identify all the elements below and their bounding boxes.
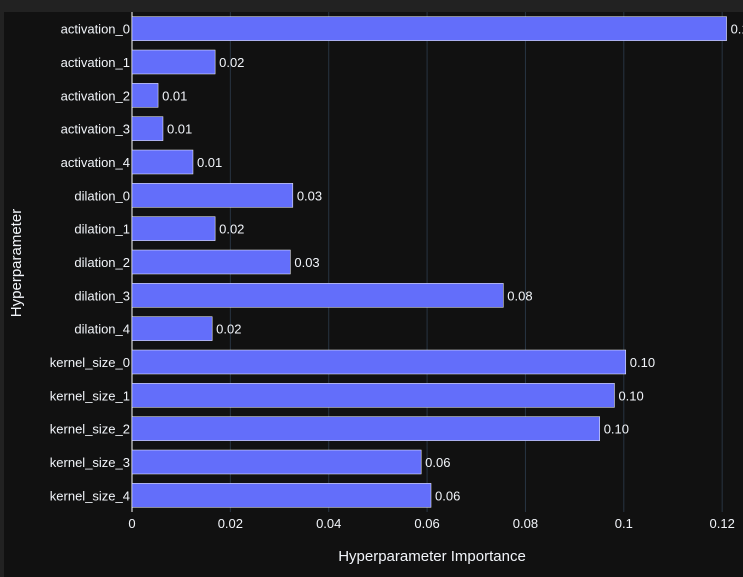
bar-value-label: 0.12 [731, 22, 743, 37]
bar-value-label: 0.10 [604, 422, 629, 437]
bar-value-label: 0.02 [216, 322, 241, 337]
bar-layer [131, 16, 727, 508]
bar-value-label: 0.08 [507, 288, 532, 303]
top-frame-strip [0, 0, 743, 12]
y-category-label: activation_3 [61, 122, 130, 137]
bar-value-label: 0.02 [219, 55, 244, 70]
y-category-label: kernel_size_1 [50, 388, 130, 403]
y-category-label: kernel_size_2 [50, 422, 130, 437]
bar-activation-0 [131, 16, 727, 41]
bar-value-label: 0.01 [197, 155, 222, 170]
y-category-label: activation_2 [61, 88, 130, 103]
y-category-label: dilation_2 [74, 255, 130, 270]
bar-kernel-size-1 [131, 383, 615, 408]
x-axis-title: Hyperparameter Importance [338, 548, 526, 565]
label-layer: 0 0.02 0.04 0.06 0.08 0.1 0.12 activation_0 0.12… [50, 22, 743, 531]
x-tick-label: 0.06 [414, 516, 439, 531]
bar-value-label: 0.06 [435, 488, 460, 503]
y-category-label: activation_0 [61, 22, 130, 37]
bar-value-label: 0.06 [425, 455, 450, 470]
bar-value-label: 0.01 [167, 122, 192, 137]
x-tick-label: 0.04 [316, 516, 341, 531]
bar-value-label: 0.02 [219, 222, 244, 237]
bar-kernel-size-3 [131, 449, 422, 475]
bar-activation-4 [131, 149, 194, 175]
y-category-label: activation_1 [61, 55, 130, 70]
bar-dilation-2 [131, 249, 291, 275]
grid-layer [131, 12, 723, 512]
bar-value-label: 0.10 [618, 388, 643, 403]
bar-dilation-1 [131, 216, 216, 241]
y-category-label: kernel_size_3 [50, 455, 130, 470]
x-tick-label: 0.1 [615, 516, 633, 531]
bar-activation-3 [131, 116, 164, 141]
x-tick-label: 0.02 [218, 516, 243, 531]
bar-value-label: 0.01 [162, 88, 187, 103]
bar-activation-1 [131, 49, 216, 75]
y-category-label: dilation_4 [74, 322, 130, 337]
y-category-label: dilation_3 [74, 288, 130, 303]
bar-dilation-4 [131, 316, 213, 341]
x-tick-label: 0.12 [710, 516, 735, 531]
y-category-label: kernel_size_4 [50, 488, 130, 503]
bar-activation-2 [131, 83, 159, 108]
bar-dilation-3 [131, 283, 504, 308]
bar-kernel-size-2 [131, 416, 600, 441]
bar-dilation-0 [131, 183, 294, 208]
bar-kernel-size-4 [131, 483, 432, 508]
x-tick-label: 0.08 [513, 516, 538, 531]
bar-value-label: 0.03 [294, 255, 319, 270]
bar-value-label: 0.03 [297, 188, 322, 203]
y-category-label: kernel_size_0 [50, 355, 130, 370]
y-category-label: dilation_1 [74, 222, 130, 237]
x-tick-label: 0 [128, 516, 135, 531]
bar-value-label: 0.10 [630, 355, 655, 370]
y-axis-title: Hyperparameter [8, 209, 25, 317]
y-category-label: dilation_0 [74, 188, 130, 203]
y-category-label: activation_4 [61, 155, 130, 170]
left-frame-strip [0, 0, 4, 577]
bar-kernel-size-0 [131, 349, 627, 375]
